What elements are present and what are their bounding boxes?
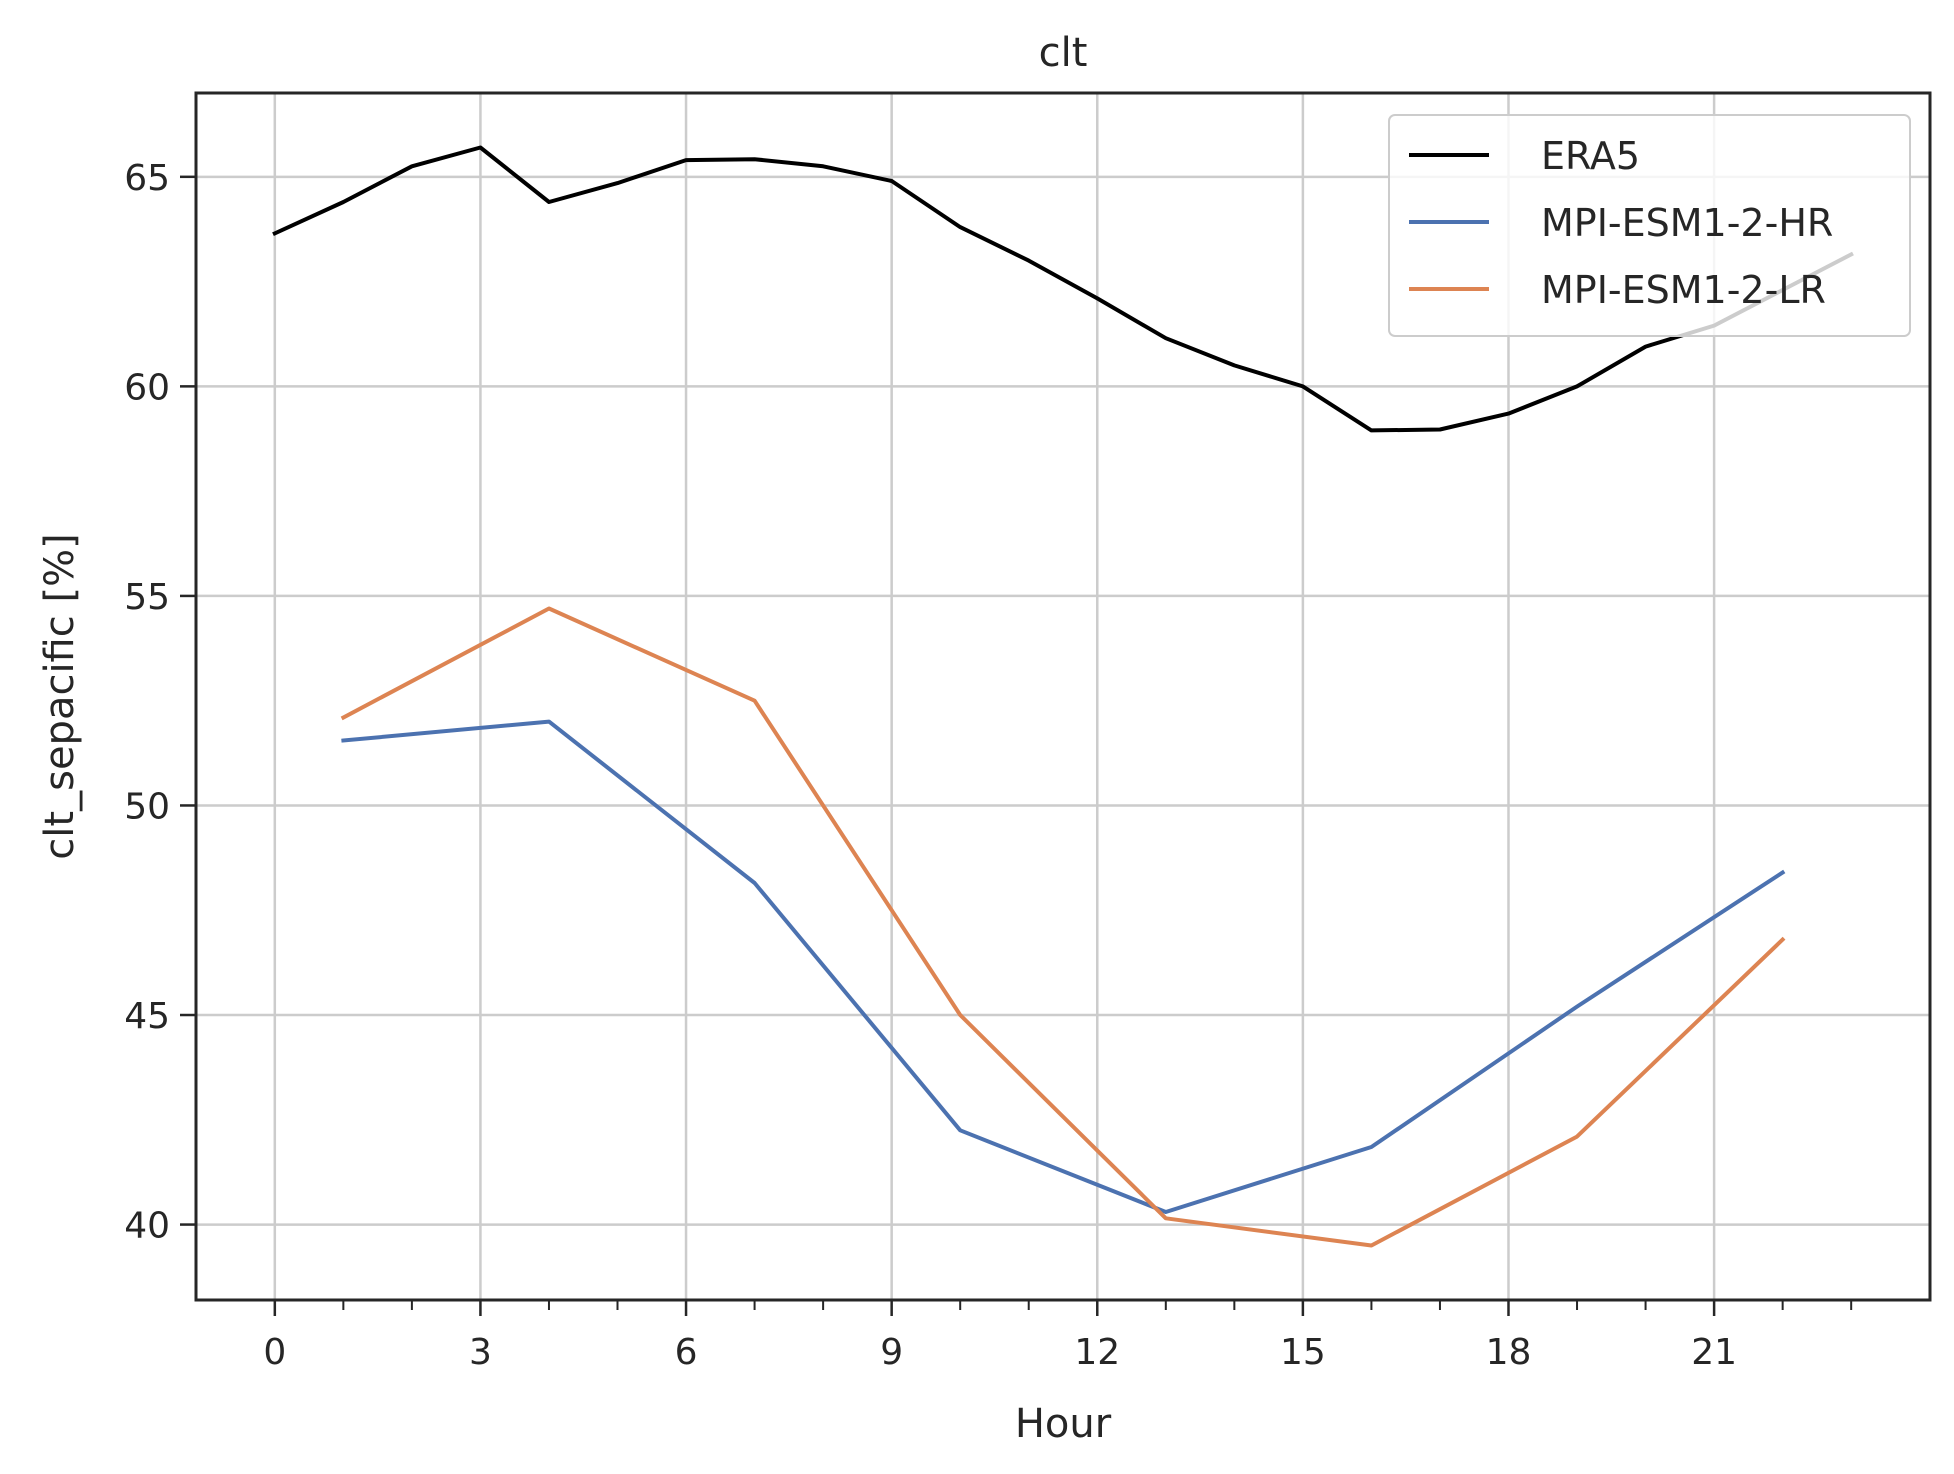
x-tick-label: 6	[675, 1332, 698, 1373]
axis-ticks: 0 3 6 9 12 15 18 21 40 45 50 55 60 65	[124, 158, 1853, 1373]
legend-label: ERA5	[1541, 134, 1640, 178]
y-axis-label: clt_sepacific [%]	[37, 533, 83, 859]
y-tick-label: 60	[124, 367, 170, 408]
x-tick-label: 15	[1280, 1332, 1326, 1373]
legend-label: MPI-ESM1-2-LR	[1541, 268, 1826, 312]
y-tick-label: 65	[124, 158, 170, 199]
series-line-mpi-esm1-2-hr	[341, 719, 1786, 1214]
legend-box	[1388, 114, 1911, 337]
y-tick-label: 45	[124, 996, 170, 1037]
x-tick-label: 0	[263, 1332, 286, 1373]
x-tick-label: 21	[1691, 1332, 1737, 1373]
chart-title: clt	[1039, 30, 1088, 76]
plot-frame	[194, 91, 1932, 1302]
y-tick-label: 50	[124, 786, 170, 827]
x-axis-label: Hour	[1015, 1401, 1112, 1447]
x-tick-label: 3	[469, 1332, 492, 1373]
y-tick-label: 55	[124, 577, 170, 618]
x-tick-label: 12	[1074, 1332, 1120, 1373]
series-line-era5	[272, 145, 1854, 433]
y-tick-label: 40	[124, 1206, 170, 1247]
x-tick-label: 9	[880, 1332, 903, 1373]
series-lines	[272, 145, 1854, 1248]
legend: ERA5 MPI-ESM1-2-HR MPI-ESM1-2-LR	[1388, 114, 1911, 337]
x-tick-label: 18	[1486, 1332, 1532, 1373]
legend-label: MPI-ESM1-2-HR	[1541, 201, 1833, 245]
series-line-mpi-esm1-2-lr	[340, 606, 1786, 1248]
